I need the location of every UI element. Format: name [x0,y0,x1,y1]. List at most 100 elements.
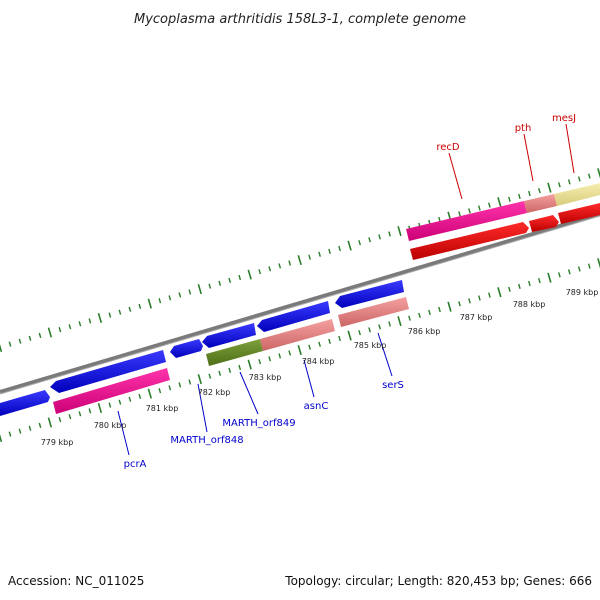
major-tick [497,287,502,298]
minor-tick [188,379,192,385]
minor-tick [408,315,411,321]
minor-tick [8,341,12,347]
minor-tick [288,260,292,266]
major-tick [497,197,502,208]
major-tick [97,402,103,414]
minor-tick [38,332,42,338]
kbp-label: 779 kbp [41,438,74,447]
minor-tick [558,272,561,278]
gene-serS-block [338,297,409,327]
minor-tick [228,367,232,373]
kbp-label: 782 kbp [198,388,231,397]
minor-tick [8,431,12,437]
minor-tick [158,298,162,304]
kbp-label: 788 kbp [513,300,546,309]
major-tick [197,374,202,385]
minor-tick [28,425,32,431]
minor-tick [508,286,511,292]
label-recD: recD [436,142,460,153]
gene-blue-arrow-pcrA [50,350,166,393]
minor-tick [18,428,22,434]
major-tick [47,327,53,338]
minor-tick [538,188,541,194]
minor-tick [188,289,192,295]
minor-tick [368,327,371,333]
kbp-label: 781 kbp [146,404,179,413]
minor-tick [68,324,72,330]
minor-tick [278,353,282,359]
minor-tick [238,274,242,281]
minor-tick [577,176,581,182]
major-tick [597,258,600,269]
gene-labels: recD pth mesJ pcrA MARTH_orf848 MARTH_or… [124,113,576,470]
summary-text: Topology: circular; Length: 820,453 bp; … [284,574,592,588]
minor-tick [78,411,82,417]
minor-tick [428,309,431,315]
label-mesJ: mesJ [552,113,576,124]
minor-tick [587,263,591,269]
label-connectors [117,123,575,456]
label-serS: serS [382,380,404,391]
minor-tick [378,234,381,240]
gene-red-arrow-2 [529,215,559,232]
major-tick [247,269,252,280]
minor-tick [338,335,341,342]
minor-tick [368,237,371,243]
minor-tick [18,338,22,344]
minor-tick [468,298,471,304]
minor-tick [488,292,491,298]
minor-tick [308,254,311,260]
minor-tick [518,283,521,289]
gene-blue-arrow-asnC-above [257,301,330,332]
minor-tick [538,278,541,284]
gene-features [0,183,600,416]
minor-tick [258,269,262,275]
minor-tick [138,393,142,399]
minor-tick [328,248,331,254]
major-tick [0,434,3,443]
minor-tick [567,179,571,185]
gene-pth-block [524,194,557,213]
minor-tick [478,295,481,301]
major-tick [97,312,103,324]
minor-tick [208,373,212,379]
minor-tick [238,364,242,371]
major-tick [147,388,152,399]
minor-tick [58,327,62,333]
kbp-label: 789 kbp [566,288,599,297]
label-MARTH-orf848: MARTH_orf848 [170,435,243,446]
minor-tick [118,399,122,405]
minor-tick [28,335,32,341]
map-title: Mycoplasma arthritidis 158L3-1, complete… [134,12,466,27]
minor-tick [488,202,491,208]
minor-tick [278,263,282,269]
minor-tick [108,402,112,408]
major-tick [347,330,352,341]
minor-tick [508,196,511,202]
major-tick [397,226,402,237]
minor-tick [567,269,571,275]
minor-tick [168,385,172,391]
major-tick [547,182,552,193]
gene-asnC-block [260,319,335,351]
minor-tick [218,280,222,286]
accession-text: Accession: NC_011025 [8,574,144,588]
major-tick [547,272,552,283]
minor-tick [268,356,272,362]
minor-tick [318,251,321,257]
minor-tick [418,312,421,318]
kbp-label: 780 kbp [94,421,127,430]
minor-tick [388,231,391,237]
major-tick [247,359,252,370]
kbp-label: 784 kbp [302,357,335,366]
gene-recD-block [406,201,527,241]
kbp-label: 786 kbp [408,327,441,336]
minor-tick [108,312,112,318]
label-pth: pth [515,123,532,134]
major-tick [347,240,352,251]
kbp-scale-labels: 779 kbp 780 kbp 781 kbp 782 kbp 783 kbp … [41,288,599,447]
minor-tick [158,388,162,394]
minor-tick [128,306,132,312]
major-tick [147,298,152,309]
